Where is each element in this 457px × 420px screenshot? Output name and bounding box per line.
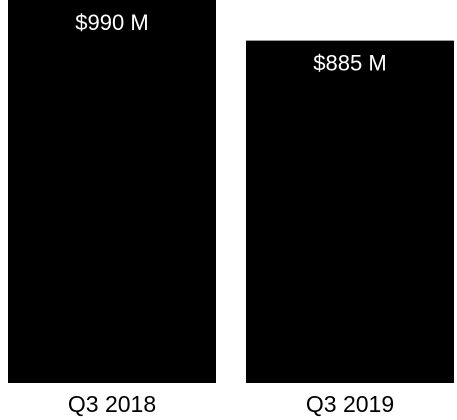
value-labels-group: $990 M $885 M [75,10,386,76]
value-label: $990 M [75,10,148,35]
category-labels-group: Q3 2018 Q3 2019 [68,391,394,417]
bar-q3-2018 [8,0,216,383]
category-label: Q3 2018 [68,391,156,417]
category-label: Q3 2019 [306,391,394,417]
bars-group [8,0,454,383]
value-label: $885 M [313,51,386,76]
bar-q3-2019 [246,40,454,383]
